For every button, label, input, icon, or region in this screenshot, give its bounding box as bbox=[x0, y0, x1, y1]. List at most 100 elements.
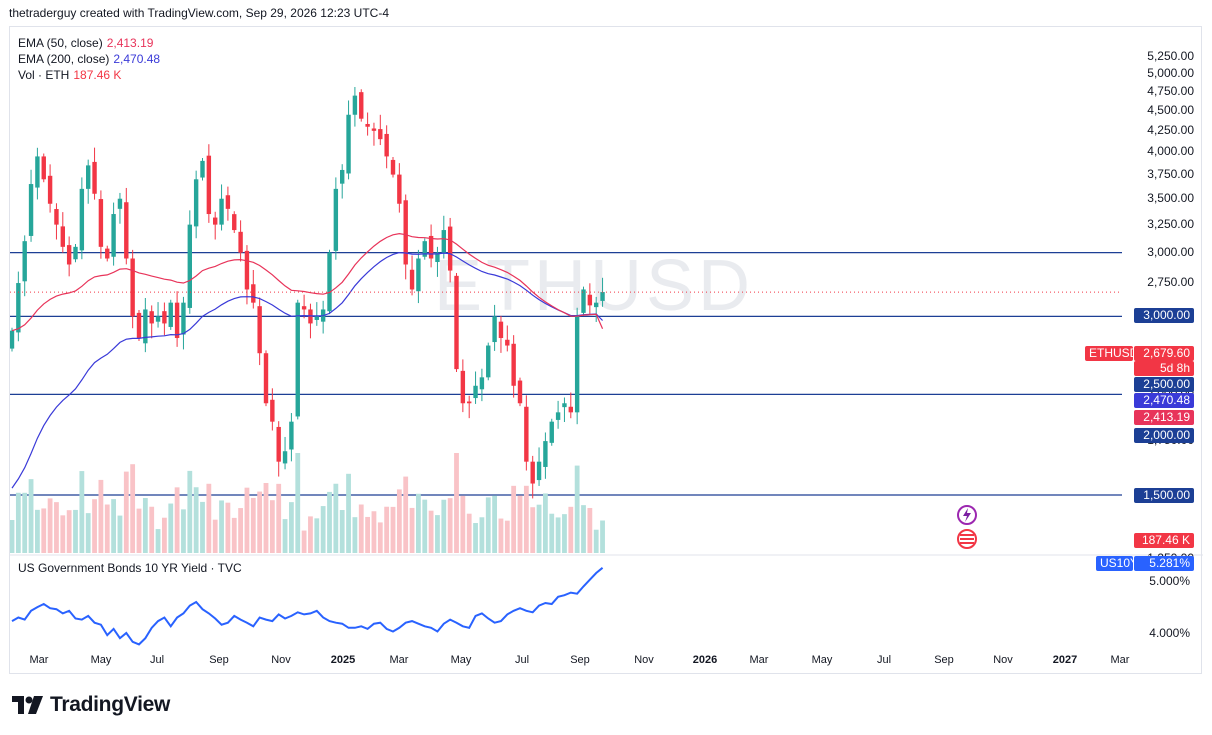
candle-body bbox=[346, 114, 351, 174]
time-tick-label: Sep bbox=[934, 654, 954, 666]
legend-ema50[interactable]: EMA (50, close) 2,413.19 bbox=[18, 35, 160, 51]
candle-body bbox=[409, 269, 415, 290]
volume-bar bbox=[485, 497, 491, 553]
candle-body bbox=[10, 330, 15, 349]
candle-body bbox=[587, 294, 593, 306]
volume-bar bbox=[574, 465, 580, 553]
volume-bar bbox=[47, 498, 53, 553]
volume-bar bbox=[466, 513, 472, 553]
volume-bar bbox=[257, 491, 263, 553]
time-tick-label: Jul bbox=[876, 654, 892, 666]
lower-pane-legend[interactable]: US Government Bonds 10 YR Yield · TVC bbox=[18, 561, 242, 575]
candle-body bbox=[581, 289, 586, 313]
volume-bar bbox=[10, 520, 15, 553]
volume-bar bbox=[244, 487, 250, 553]
volume-bar bbox=[269, 500, 275, 553]
candle-body bbox=[314, 316, 319, 320]
volume-bar bbox=[384, 506, 390, 553]
flag-stripe bbox=[960, 534, 974, 536]
candle-body bbox=[289, 421, 294, 450]
candle-body bbox=[530, 461, 535, 484]
candle-body bbox=[549, 421, 554, 443]
legend-volume-label: Vol · ETH bbox=[18, 68, 70, 82]
time-tick-label: Sep bbox=[209, 654, 229, 666]
volume-bar bbox=[409, 507, 415, 553]
horizontal-levels bbox=[10, 252, 1122, 496]
price-chart-svg[interactable] bbox=[10, 27, 1203, 675]
candle-body bbox=[276, 426, 281, 462]
candle-body bbox=[111, 214, 116, 257]
candle-body bbox=[47, 175, 53, 204]
volume-bar bbox=[79, 471, 85, 553]
candle-body bbox=[447, 226, 453, 271]
candle-body bbox=[378, 129, 383, 140]
candle-body bbox=[371, 128, 377, 131]
price-tick-label: 3,750.00 bbox=[1147, 166, 1194, 181]
candle-body bbox=[435, 252, 440, 263]
volume-bar bbox=[162, 517, 167, 553]
volume-bar bbox=[28, 479, 34, 553]
candle-body bbox=[301, 306, 307, 310]
volume-bar bbox=[492, 495, 497, 553]
flag-stripe bbox=[960, 538, 974, 540]
volume-bar bbox=[117, 515, 123, 553]
candle-body bbox=[124, 202, 129, 259]
time-tick-label: Nov bbox=[993, 654, 1013, 666]
ema50-line bbox=[11, 232, 604, 332]
volume-bar bbox=[333, 483, 339, 553]
legend-ema200[interactable]: EMA (200, close) 2,470.48 bbox=[18, 51, 160, 67]
candle-body bbox=[22, 241, 27, 282]
volume-bar bbox=[73, 509, 78, 553]
time-tick-label: Mar bbox=[389, 654, 409, 666]
volume-bar bbox=[15, 492, 21, 553]
candle-body bbox=[168, 302, 173, 327]
candle-body bbox=[333, 188, 339, 251]
us10y-symbol-badge[interactable]: US10Y bbox=[1096, 556, 1138, 571]
price-tick-label: 4,000.00 bbox=[1147, 144, 1194, 159]
legend-volume[interactable]: Vol · ETH 187.46 K bbox=[18, 67, 160, 83]
ema200-line bbox=[11, 251, 603, 489]
volume-bar bbox=[123, 471, 129, 553]
volume-bar bbox=[282, 519, 288, 553]
volume-bar bbox=[562, 514, 567, 553]
price-tick-label: 5,000.00 bbox=[1147, 66, 1194, 80]
candle-body bbox=[295, 302, 300, 417]
candle-body bbox=[524, 406, 529, 462]
volume-bar bbox=[187, 470, 193, 553]
tradingview-logo-text: TradingView bbox=[50, 693, 171, 716]
time-tick-label: Nov bbox=[634, 654, 654, 666]
candle-body bbox=[327, 252, 332, 312]
candle-body bbox=[454, 275, 459, 370]
volume-bar bbox=[346, 473, 351, 553]
us10y-yield-line bbox=[11, 567, 604, 646]
time-tick-label: Mar bbox=[1110, 654, 1130, 666]
candle-body bbox=[486, 345, 491, 378]
candle-body bbox=[35, 156, 40, 188]
volume-bar bbox=[136, 508, 142, 553]
candle-body bbox=[149, 311, 154, 324]
tradingview-logo[interactable]: TradingView bbox=[12, 693, 170, 717]
price-tick-label: 4,750.00 bbox=[1147, 83, 1194, 98]
candle-body bbox=[181, 302, 186, 335]
time-tick-label: Nov bbox=[271, 654, 291, 666]
symbol-badge[interactable]: ETHUSD bbox=[1085, 346, 1138, 361]
time-tick-label: Jul bbox=[149, 654, 165, 666]
chart-frame[interactable]: ETHUSD EMA (50, close) 2,413.19 EMA (200,… bbox=[9, 26, 1203, 675]
time-tick-label: Mar bbox=[29, 654, 49, 666]
volume-bar bbox=[536, 504, 542, 553]
indicator-legend: EMA (50, close) 2,413.19 EMA (200, close)… bbox=[18, 35, 160, 83]
volume-bar bbox=[454, 453, 459, 553]
time-tick-label: Mar bbox=[749, 654, 769, 666]
volume-bar bbox=[498, 518, 504, 553]
candle-body bbox=[60, 226, 65, 247]
volume-bar bbox=[568, 506, 574, 553]
volume-bar bbox=[460, 495, 466, 553]
volume-bar bbox=[276, 483, 282, 553]
volume-bar bbox=[543, 493, 548, 553]
volume-bar bbox=[511, 485, 517, 553]
volume-bar bbox=[41, 508, 47, 553]
candle-body bbox=[492, 316, 497, 343]
candle-body bbox=[562, 403, 567, 408]
volume-bar bbox=[22, 492, 28, 553]
volume-bar bbox=[441, 499, 447, 553]
